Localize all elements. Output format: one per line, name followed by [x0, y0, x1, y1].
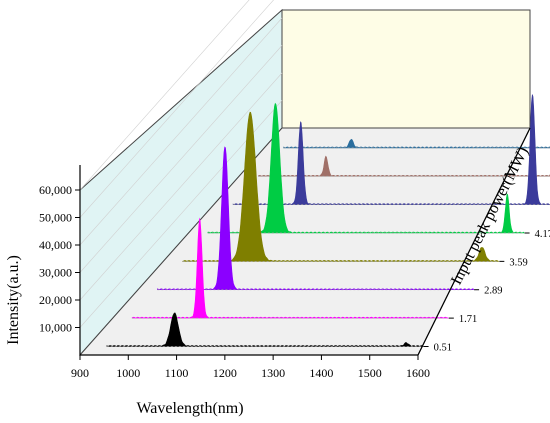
x-tick-label: 1600 [406, 366, 430, 380]
y-tick-label: 40,000 [39, 238, 72, 252]
y-tick-label: 60,000 [39, 183, 72, 197]
y-gridline [79, 45, 283, 273]
series-3.59-area [182, 111, 499, 262]
y-gridline [79, 72, 283, 301]
y-tick-label: 20,000 [39, 293, 72, 307]
x-tick-label: 1400 [309, 366, 333, 380]
z-tick-label: 3.59 [509, 257, 527, 268]
series-group [106, 94, 550, 347]
x-tick-label: 1500 [358, 366, 382, 380]
series-4.63-area [232, 94, 550, 205]
axes: 10,000 20,000 30,000 40,000 50,000 60,000 900 1… [39, 127, 550, 380]
z-tick-label: 0.51 [434, 342, 452, 353]
y-gridline [79, 0, 274, 218]
x-tick-label: 1100 [165, 366, 189, 380]
z-tick-label: 4.17 [535, 229, 550, 240]
series-0.51-area [106, 312, 424, 347]
y-tick-label: 10,000 [39, 321, 72, 335]
x-axis-title: Wavelength(nm) [136, 400, 243, 417]
y-gridline [79, 17, 283, 246]
z-tick-label: 1.71 [459, 314, 477, 325]
x-tick-label: 1300 [261, 366, 285, 380]
x-tick-label: 1200 [213, 366, 237, 380]
z-axis-line [417, 127, 531, 356]
x-tick-label: 1000 [116, 366, 140, 380]
x-tick-label: 900 [71, 366, 89, 380]
z-tick-label: 2.89 [484, 286, 502, 297]
y-axis-title: Intensity(a.u.) [5, 255, 22, 345]
y-tick-label: 30,000 [39, 266, 72, 280]
y-tick-label: 50,000 [39, 211, 72, 225]
back-wall [281, 9, 531, 129]
y-gridline [79, 0, 250, 191]
